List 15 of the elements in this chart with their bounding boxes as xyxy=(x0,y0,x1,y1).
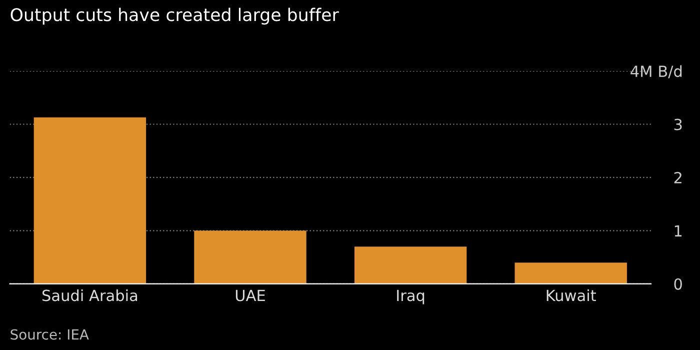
y-tick-label: 0 xyxy=(674,278,682,290)
x-tick-label: Saudi Arabia xyxy=(42,289,138,302)
bar xyxy=(514,262,627,284)
bar xyxy=(194,230,306,284)
bar xyxy=(34,117,146,284)
y-tick-label: 4M B/d xyxy=(630,65,682,78)
y-tick-label: 3 xyxy=(674,118,682,130)
x-tick-label: UAE xyxy=(236,290,265,302)
source-note: Source: IEA xyxy=(10,329,89,340)
x-tick-label: Kuwait xyxy=(546,289,596,302)
y-tick-label: 1 xyxy=(674,225,682,236)
chart-title: Output cuts have created large buffer xyxy=(10,8,339,25)
y-tick-label: 2 xyxy=(674,172,682,184)
bar xyxy=(354,246,467,284)
x-tick-label: Iraq xyxy=(397,290,424,304)
